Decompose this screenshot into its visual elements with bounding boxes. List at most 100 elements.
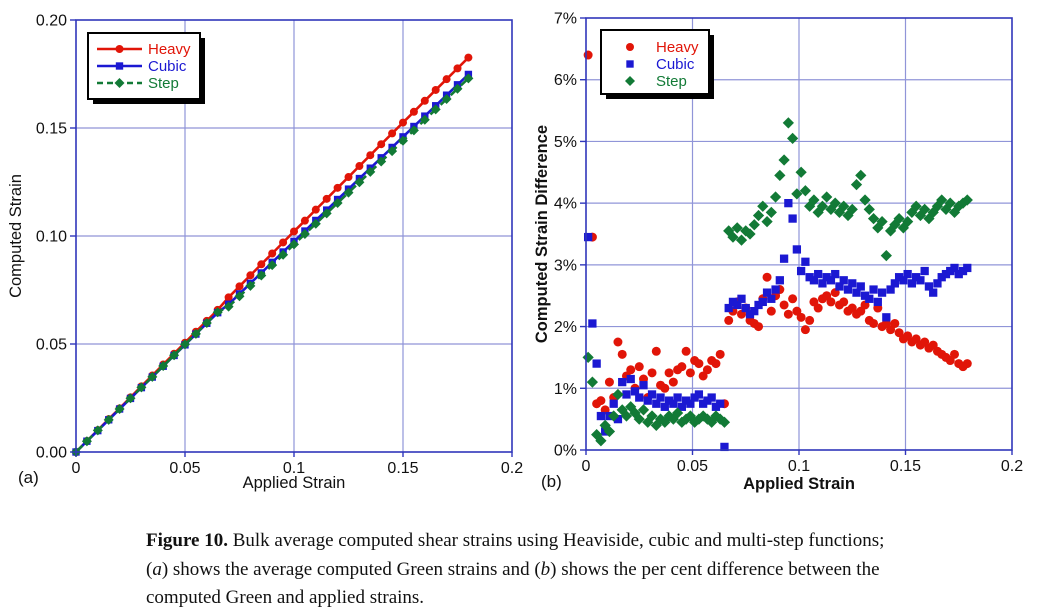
series-cubic-point	[873, 297, 882, 307]
circle-icon	[115, 45, 124, 53]
series-heavy-point	[869, 318, 879, 328]
series-cubic-point	[848, 279, 857, 288]
legend-label: Cubic	[656, 56, 695, 73]
series-step-point	[795, 166, 807, 178]
series-cubic-point	[822, 273, 831, 282]
series-step-point	[201, 318, 212, 329]
series-heavy-point	[279, 238, 288, 247]
series-heavy-point	[257, 260, 266, 269]
series-step-point	[855, 169, 867, 181]
series-cubic-point	[673, 393, 682, 402]
series-cubic-point	[750, 307, 759, 316]
caption-part: b	[540, 558, 551, 580]
series-heavy-point	[762, 272, 772, 282]
series-step-point	[582, 351, 594, 364]
series-cubic-point	[660, 402, 669, 411]
series-step-point	[761, 216, 773, 228]
series-cubic-point	[767, 294, 776, 303]
series-step-point	[212, 307, 223, 318]
series-cubic-point	[852, 288, 861, 297]
series-step-point	[408, 125, 419, 136]
series-step-point	[147, 371, 158, 382]
series-step-point	[769, 191, 782, 203]
series-step-point	[778, 154, 790, 166]
series-heavy-point	[715, 349, 725, 359]
gridlines	[76, 20, 512, 452]
series-heavy-point	[613, 337, 623, 347]
y-tick-label: 0.15	[36, 121, 67, 138]
series-cubic-point	[699, 399, 708, 408]
series-cubic-point	[775, 276, 784, 285]
series-heavy-point	[766, 306, 776, 316]
x-tick-label: 0	[582, 458, 591, 475]
figure-caption: Figure 10. Bulk average computed shear s…	[146, 527, 1046, 613]
series-cubic-point	[860, 291, 870, 300]
x-axis-label: Applied Strain	[243, 474, 346, 492]
y-tick-label: 0.05	[36, 337, 67, 354]
series-heavy-point	[694, 359, 704, 369]
series-cubic-point	[809, 276, 819, 285]
legend-entry-heavy: Heavy	[626, 39, 699, 56]
series-cubic-point	[703, 396, 712, 405]
caption-part: (	[146, 558, 153, 580]
series-cubic-point	[899, 276, 908, 285]
series-step-point	[671, 407, 684, 419]
y-tick-label: 0%	[554, 443, 577, 460]
series-cubic-point	[613, 415, 623, 424]
series-step-point	[92, 425, 103, 436]
series-cubic-point	[963, 263, 972, 273]
caption-part: a	[152, 558, 162, 580]
series-step-point	[863, 203, 875, 215]
legend-entry-heavy: Heavy	[97, 41, 191, 58]
series-step	[71, 73, 474, 457]
series-step-point	[727, 231, 739, 243]
series-heavy-point	[235, 282, 244, 291]
series-cubic-point	[716, 399, 725, 408]
series-step-point	[782, 117, 794, 129]
series-step-point	[256, 270, 267, 281]
series-step-point	[441, 94, 452, 105]
series-cubic-point	[916, 276, 925, 285]
series-step-point	[595, 435, 607, 447]
series-cubic-point	[856, 282, 865, 291]
caption-part: ) shows the per cent difference between …	[550, 558, 880, 580]
series-step-point	[936, 194, 948, 206]
series-step-point	[791, 188, 803, 200]
series-heavy-point	[290, 227, 298, 236]
series-cubic-point	[720, 442, 729, 452]
series-heavy-point	[813, 303, 823, 313]
series-cubic-point	[954, 269, 963, 279]
caption-part: Figure 10.	[146, 530, 228, 551]
series-step-point	[463, 73, 474, 84]
caption-line: Figure 10. Bulk average computed shear s…	[146, 527, 1046, 556]
series-cubic-point	[818, 279, 827, 288]
series-step-point	[310, 218, 321, 229]
legend-label: Heavy	[148, 41, 191, 58]
series-heavy-point	[800, 325, 810, 335]
series-heavy-point	[702, 365, 712, 375]
series-cubic-point	[946, 266, 955, 276]
series-step-point	[343, 187, 354, 198]
series-heavy-point	[796, 312, 806, 322]
series-step-point	[419, 114, 430, 125]
series-cubic-point	[839, 276, 848, 285]
series-heavy-point	[962, 359, 972, 369]
series-heavy-point	[431, 85, 440, 94]
y-tick-label: 1%	[554, 381, 577, 398]
series-step-point	[180, 339, 190, 350]
series-step-point	[821, 191, 833, 203]
series-cubic-point	[733, 300, 742, 310]
series-step-point	[81, 436, 92, 447]
series-heavy-point	[805, 315, 815, 325]
series-cubic-point	[941, 269, 951, 279]
series-step-point	[816, 200, 829, 212]
series-cubic-point	[792, 245, 802, 254]
series-step-point	[838, 200, 850, 212]
series-heavy-point	[464, 53, 473, 62]
series-cubic-point	[754, 300, 763, 310]
series-cubic-point	[609, 399, 618, 408]
series-cubic-point	[622, 390, 631, 399]
series-heavy-point	[634, 362, 644, 372]
